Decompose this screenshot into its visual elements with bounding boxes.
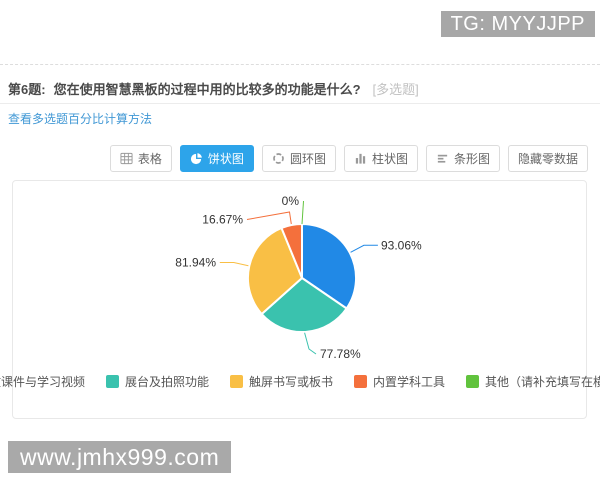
pie-label: 0%	[282, 194, 300, 208]
pie-label-line	[304, 332, 317, 355]
legend-label: 内置学科工具	[373, 375, 446, 389]
legend-item[interactable]: 内置学科工具	[354, 373, 445, 390]
tab-pie-chart[interactable]: 饼状图	[179, 145, 254, 172]
legend-item[interactable]: 触屏书写或板书	[230, 373, 333, 390]
tab-label: 表格	[137, 152, 162, 166]
pie-slice[interactable]	[280, 222, 303, 279]
question-text: 您在使用智慧黑板的过程中用的比较多的功能是什么?	[53, 82, 361, 97]
tab-label: 隐藏零数据	[517, 152, 578, 166]
tab-label: 条形图	[453, 152, 490, 166]
tg-watermark-badge: TG: MYYJJPP	[440, 11, 595, 37]
pie-slice[interactable]	[301, 223, 357, 310]
legend-swatch	[466, 375, 480, 388]
tab-column-chart[interactable]: 柱状图	[343, 145, 418, 172]
question-header: 第6题: 您在使用智慧黑板的过程中用的比较多的功能是什么? [多选题]	[8, 79, 419, 98]
pie-label-line	[350, 244, 378, 253]
tab-label: 圆环图	[289, 152, 326, 166]
tab-label: 柱状图	[371, 152, 408, 166]
legend-label: 展台及拍照功能	[124, 375, 209, 389]
question-separator	[0, 103, 600, 104]
pie-slice[interactable]	[260, 277, 348, 333]
pie-slice[interactable]	[247, 227, 303, 315]
chart-type-toolbar: 表格 饼状图 圆环图 柱状图 条形图 隐藏零数据	[109, 145, 588, 172]
pie-label-line	[301, 200, 304, 225]
legend-item[interactable]: 播放课件与学习视频	[0, 373, 85, 390]
legend-label: 其他（请补充填写在横线上）	[485, 375, 600, 389]
tab-hide-zero-data[interactable]: 隐藏零数据	[507, 145, 588, 172]
table-icon	[120, 152, 133, 165]
tab-table[interactable]: 表格	[109, 145, 172, 172]
legend-item[interactable]: 其他（请补充填写在横线上）	[466, 373, 600, 390]
tab-donut-chart[interactable]: 圆环图	[261, 145, 336, 172]
percent-method-link[interactable]: 查看多选题百分比计算方法	[8, 112, 153, 126]
top-separator	[0, 64, 600, 65]
legend-swatch	[230, 375, 243, 388]
legend-swatch	[354, 375, 368, 388]
pie-label: 93.06%	[381, 239, 422, 253]
legend-label: 播放课件与学习视频	[0, 375, 85, 389]
chart-card: 93.06% 77.78% 81.94% 16.67% 0% 播放课件与学习视频 展台及…	[0, 180, 600, 419]
pie-icon	[190, 152, 203, 165]
donut-icon	[272, 152, 285, 165]
question-type-tag: [多选题]	[372, 82, 419, 97]
tab-bar-chart[interactable]: 条形图	[425, 145, 500, 172]
site-watermark-badge: www.jmhx999.com	[8, 441, 232, 473]
question-number: 第6题:	[8, 82, 46, 97]
chart-legend: 播放课件与学习视频 展台及拍照功能 触屏书写或板书 内置学科工具 其他（请补充填…	[0, 373, 600, 390]
pie-label: 81.94%	[175, 256, 216, 270]
bar-icon	[436, 152, 449, 165]
legend-label: 触屏书写或板书	[249, 375, 334, 389]
legend-swatch	[105, 375, 119, 388]
legend-item[interactable]: 展台及拍照功能	[105, 373, 209, 390]
pie-label: 16.67%	[202, 213, 243, 227]
pie-chart: 93.06% 77.78% 81.94% 16.67% 0%	[175, 194, 422, 361]
column-icon	[354, 152, 367, 165]
pie-label-line	[246, 211, 292, 225]
tab-label: 饼状图	[207, 152, 244, 166]
pie-label-line	[219, 262, 249, 267]
pie-label: 77.78%	[320, 347, 361, 361]
